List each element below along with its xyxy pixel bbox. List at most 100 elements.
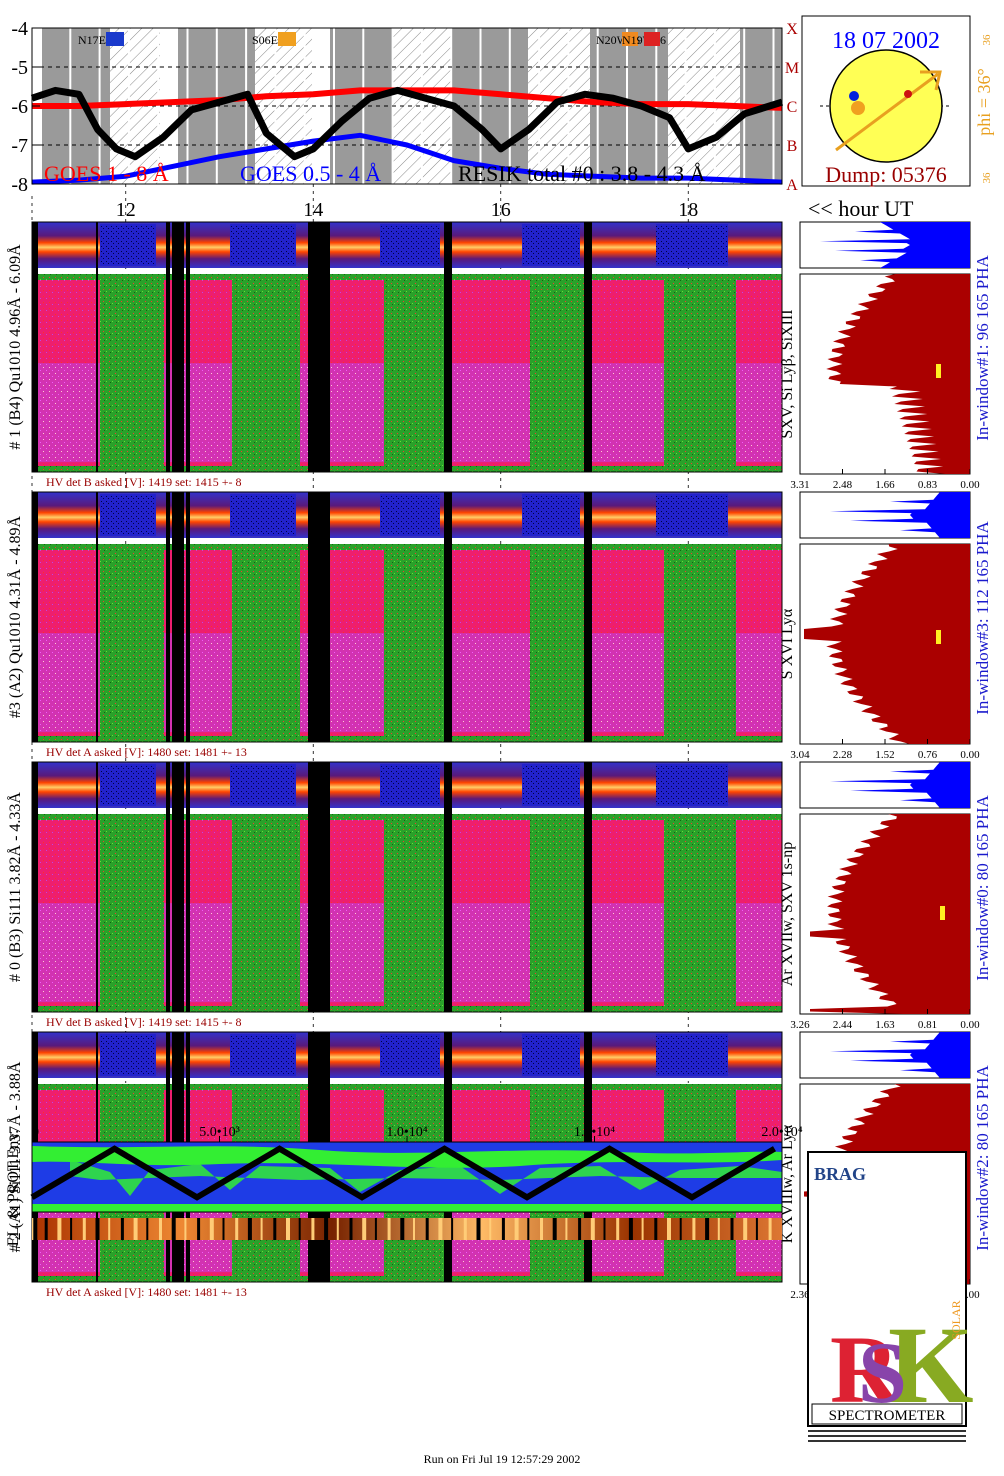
goes-class-letter: B (787, 138, 798, 155)
data-gap-bar (96, 492, 98, 742)
env-strip-bar (603, 1218, 606, 1240)
env-strip-bar (57, 1218, 62, 1240)
env-strip-bar (501, 1218, 505, 1240)
env-strip-bar (235, 1218, 239, 1240)
spectrum-marker (940, 906, 945, 920)
spectrum-marker (936, 630, 941, 644)
goes-class-letter: C (787, 99, 798, 116)
hv-label: HV det B asked [V]: 1419 set: 1415 +- 8 (46, 475, 242, 489)
spectrogram-green-column (664, 274, 736, 472)
env-xtick-label: 1.0•10⁴ (386, 1125, 427, 1140)
spectrogram-top-band (32, 814, 782, 820)
region-marker-1 (106, 32, 124, 46)
env-frame (31, 1141, 783, 1213)
band-gap-10 (333, 28, 335, 184)
pha-dark-patch (656, 224, 728, 266)
env-strip-bar (336, 1218, 339, 1240)
goes-class-letter: A (786, 177, 798, 194)
pha-histogram (830, 492, 970, 538)
env-strip-bar (527, 1218, 530, 1240)
env-strip-bar (400, 1218, 405, 1240)
spectrogram-bottom-band (32, 736, 782, 742)
sun-arrow-head-icon (920, 70, 942, 91)
logo-fineprint-2 (808, 1435, 966, 1437)
spectrum-xtick-label: 3.04 (790, 749, 810, 761)
pha-dark-patch (230, 1034, 296, 1076)
pha-dark-patch (522, 764, 580, 806)
hour-tick-label: 12 (116, 199, 136, 221)
spectrogram-top-band (32, 274, 782, 280)
logo-fineprint-1 (808, 1430, 966, 1432)
data-gap-bar (186, 492, 190, 742)
data-gap-bar (166, 492, 170, 742)
env-strip-bar (95, 1218, 100, 1240)
run-footer: Run on Fri Jul 19 12:57:29 2002 (423, 1452, 581, 1466)
env-strip-bar (425, 1218, 429, 1240)
data-gap-bar (318, 492, 321, 742)
env-green-band-mid (70, 1160, 782, 1196)
panel-frame (31, 491, 783, 743)
spectrogram-bottom-band (32, 1276, 782, 1282)
pha-dark-patch (380, 764, 440, 806)
env-strip-bar (324, 1218, 329, 1240)
pha-dark-patch (522, 224, 580, 266)
goes-class-axis: X M C B A (785, 21, 799, 194)
resik-logo: R K S BRAG SOLAR SPECTROMETER (807, 1151, 974, 1442)
env-strip-bar (120, 1218, 124, 1240)
sun-panel: 18 07 2002 Dump: 05376 phi = 36° 36 36 (801, 15, 994, 187)
legend-resik: RESIK total #0 : 3.8 - 4.3 Å (458, 161, 706, 186)
data-gap-bar (166, 762, 170, 1012)
pha-dark-patch (380, 494, 440, 536)
goes-ytick-label: -8 (11, 174, 28, 196)
env-strip-bar (667, 1218, 671, 1240)
logo-box (807, 1151, 967, 1427)
spectrogram-top-band (32, 544, 782, 550)
env-strip-bar (133, 1218, 138, 1240)
pha-dark-patch (100, 764, 156, 806)
goes-class-letter: M (785, 60, 799, 77)
spectrogram-green-column (232, 544, 300, 742)
data-gap-left (32, 222, 38, 472)
spectrum-xtick-label: 0.00 (960, 479, 980, 491)
env-strip-bar (654, 1218, 658, 1240)
pha-histogram (830, 762, 970, 808)
env-green-band-bottom (32, 1204, 782, 1212)
hv-label: HV det A asked [V]: 1480 set: 1481 +- 13 (46, 1285, 247, 1299)
env-strip-bar (692, 1218, 696, 1240)
goes-ytick-label: -5 (11, 57, 28, 79)
data-gap-bar (444, 492, 452, 742)
spectrum-xtick-label: 1.52 (875, 749, 894, 761)
env-strip-bar (768, 1218, 772, 1240)
env-strip-bar (743, 1218, 748, 1240)
env-strip-bar (755, 1218, 758, 1240)
env-strip-bar (451, 1218, 454, 1240)
pha-dark-patch (522, 1034, 580, 1076)
env-x-axis: 0 5.0•10³ 1.0•10⁴ 1.5•10⁴ 2.0•10⁴ (31, 1125, 803, 1142)
env-temperature-strip (32, 1218, 782, 1240)
env-xtick-label: 2.0•10⁴ (761, 1125, 802, 1140)
data-gap-bar (172, 762, 184, 1012)
goes-ytick-label: -6 (11, 96, 28, 118)
band-gap-7 (245, 28, 248, 184)
env-strip-bar (628, 1218, 633, 1240)
data-gap-left (32, 492, 38, 742)
env-strip-bar (349, 1218, 353, 1240)
goes-ytick-label: -7 (11, 135, 28, 157)
env-strip-bar (362, 1218, 367, 1240)
env-strip-bar (222, 1218, 225, 1240)
data-gap-bar (584, 762, 592, 1012)
hv-label: HV det A asked [V]: 1480 set: 1481 +- 13 (46, 745, 247, 759)
logo-fineprint-3 (808, 1440, 966, 1442)
window-label: In-window#2: 80 165 PHA (973, 1064, 992, 1250)
env-strip-bar (565, 1218, 568, 1240)
spectrum-xtick-label: 2.36 (790, 1289, 810, 1301)
data-gap-bar (584, 492, 592, 742)
line-label: SXV, Si Lyβ, SiXIII (779, 309, 796, 438)
env-strip-bar (286, 1218, 290, 1240)
region-marker-2 (278, 32, 296, 46)
spectrum-profile (804, 544, 970, 744)
env-strip-bar (514, 1218, 519, 1240)
env-xtick-label: 5.0•10³ (199, 1125, 240, 1140)
spectrum-profile (826, 274, 970, 474)
